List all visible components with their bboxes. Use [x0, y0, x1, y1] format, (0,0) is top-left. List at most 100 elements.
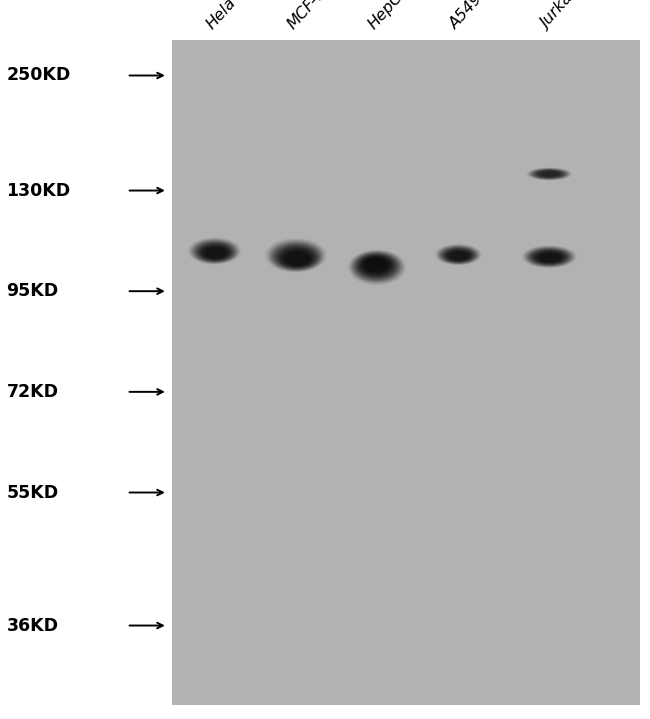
Ellipse shape: [281, 249, 313, 267]
Ellipse shape: [450, 252, 468, 260]
Ellipse shape: [363, 257, 388, 273]
Ellipse shape: [351, 251, 402, 283]
Ellipse shape: [526, 247, 573, 267]
Ellipse shape: [524, 246, 575, 267]
Ellipse shape: [274, 244, 319, 270]
Ellipse shape: [349, 250, 405, 285]
Ellipse shape: [534, 170, 564, 178]
Ellipse shape: [532, 169, 567, 179]
Ellipse shape: [361, 256, 391, 275]
Ellipse shape: [538, 252, 562, 262]
Ellipse shape: [447, 250, 471, 261]
Ellipse shape: [359, 255, 393, 276]
Ellipse shape: [192, 240, 237, 263]
Ellipse shape: [287, 253, 308, 265]
Ellipse shape: [353, 252, 400, 281]
Ellipse shape: [206, 248, 225, 258]
Ellipse shape: [448, 251, 470, 261]
Ellipse shape: [528, 248, 571, 266]
Ellipse shape: [283, 250, 311, 266]
Ellipse shape: [189, 238, 240, 264]
Ellipse shape: [444, 249, 473, 262]
Ellipse shape: [360, 256, 392, 275]
Ellipse shape: [529, 168, 569, 180]
Text: Jurkat: Jurkat: [538, 0, 580, 32]
Ellipse shape: [525, 247, 574, 267]
Ellipse shape: [268, 241, 323, 271]
Ellipse shape: [279, 247, 315, 267]
Ellipse shape: [536, 252, 564, 263]
Ellipse shape: [539, 171, 560, 177]
Ellipse shape: [536, 170, 562, 178]
Ellipse shape: [437, 244, 480, 265]
Ellipse shape: [190, 239, 239, 264]
Ellipse shape: [200, 244, 231, 260]
Ellipse shape: [193, 241, 237, 262]
Ellipse shape: [265, 238, 326, 273]
Ellipse shape: [540, 171, 559, 177]
Ellipse shape: [445, 249, 473, 262]
Ellipse shape: [355, 253, 398, 280]
Ellipse shape: [541, 172, 557, 176]
Ellipse shape: [188, 237, 241, 265]
Ellipse shape: [196, 242, 235, 262]
Ellipse shape: [540, 253, 559, 262]
Ellipse shape: [530, 249, 569, 265]
Ellipse shape: [204, 247, 227, 259]
Ellipse shape: [439, 246, 477, 264]
Ellipse shape: [358, 255, 395, 277]
Ellipse shape: [436, 244, 481, 265]
Text: MCF-7: MCF-7: [285, 0, 329, 32]
Ellipse shape: [441, 247, 476, 263]
Ellipse shape: [450, 252, 467, 260]
Ellipse shape: [534, 251, 564, 263]
Text: A549: A549: [447, 0, 486, 32]
Ellipse shape: [285, 252, 309, 265]
Ellipse shape: [449, 251, 469, 260]
Ellipse shape: [266, 239, 326, 272]
Ellipse shape: [270, 242, 322, 271]
Ellipse shape: [531, 169, 567, 179]
Ellipse shape: [191, 239, 239, 263]
Ellipse shape: [365, 258, 386, 271]
Ellipse shape: [527, 247, 572, 266]
Ellipse shape: [280, 249, 313, 267]
Ellipse shape: [528, 168, 570, 180]
Ellipse shape: [276, 246, 317, 268]
Ellipse shape: [196, 242, 233, 262]
Ellipse shape: [203, 247, 228, 259]
Text: 36KD: 36KD: [6, 616, 58, 635]
Ellipse shape: [442, 248, 474, 262]
Ellipse shape: [441, 247, 476, 263]
Ellipse shape: [521, 245, 577, 268]
Ellipse shape: [526, 168, 572, 180]
Text: Hela: Hela: [203, 0, 239, 32]
Ellipse shape: [439, 246, 478, 264]
Ellipse shape: [534, 170, 565, 178]
Ellipse shape: [443, 248, 474, 262]
Ellipse shape: [539, 253, 560, 262]
Ellipse shape: [275, 245, 318, 269]
Ellipse shape: [201, 245, 229, 260]
Ellipse shape: [198, 243, 233, 261]
Ellipse shape: [529, 249, 569, 265]
Ellipse shape: [538, 170, 561, 178]
Ellipse shape: [534, 250, 566, 264]
Ellipse shape: [271, 242, 321, 270]
Ellipse shape: [278, 247, 316, 268]
Ellipse shape: [523, 246, 576, 267]
Ellipse shape: [199, 244, 231, 261]
Ellipse shape: [362, 257, 389, 273]
Ellipse shape: [348, 249, 406, 285]
Text: 95KD: 95KD: [6, 282, 58, 301]
Ellipse shape: [446, 249, 471, 262]
Ellipse shape: [350, 250, 404, 284]
Ellipse shape: [284, 251, 310, 266]
Ellipse shape: [194, 241, 235, 262]
Ellipse shape: [267, 239, 324, 272]
Ellipse shape: [354, 252, 399, 280]
Ellipse shape: [356, 254, 396, 278]
Ellipse shape: [202, 246, 229, 260]
Ellipse shape: [530, 168, 569, 180]
Text: 55KD: 55KD: [6, 483, 58, 502]
